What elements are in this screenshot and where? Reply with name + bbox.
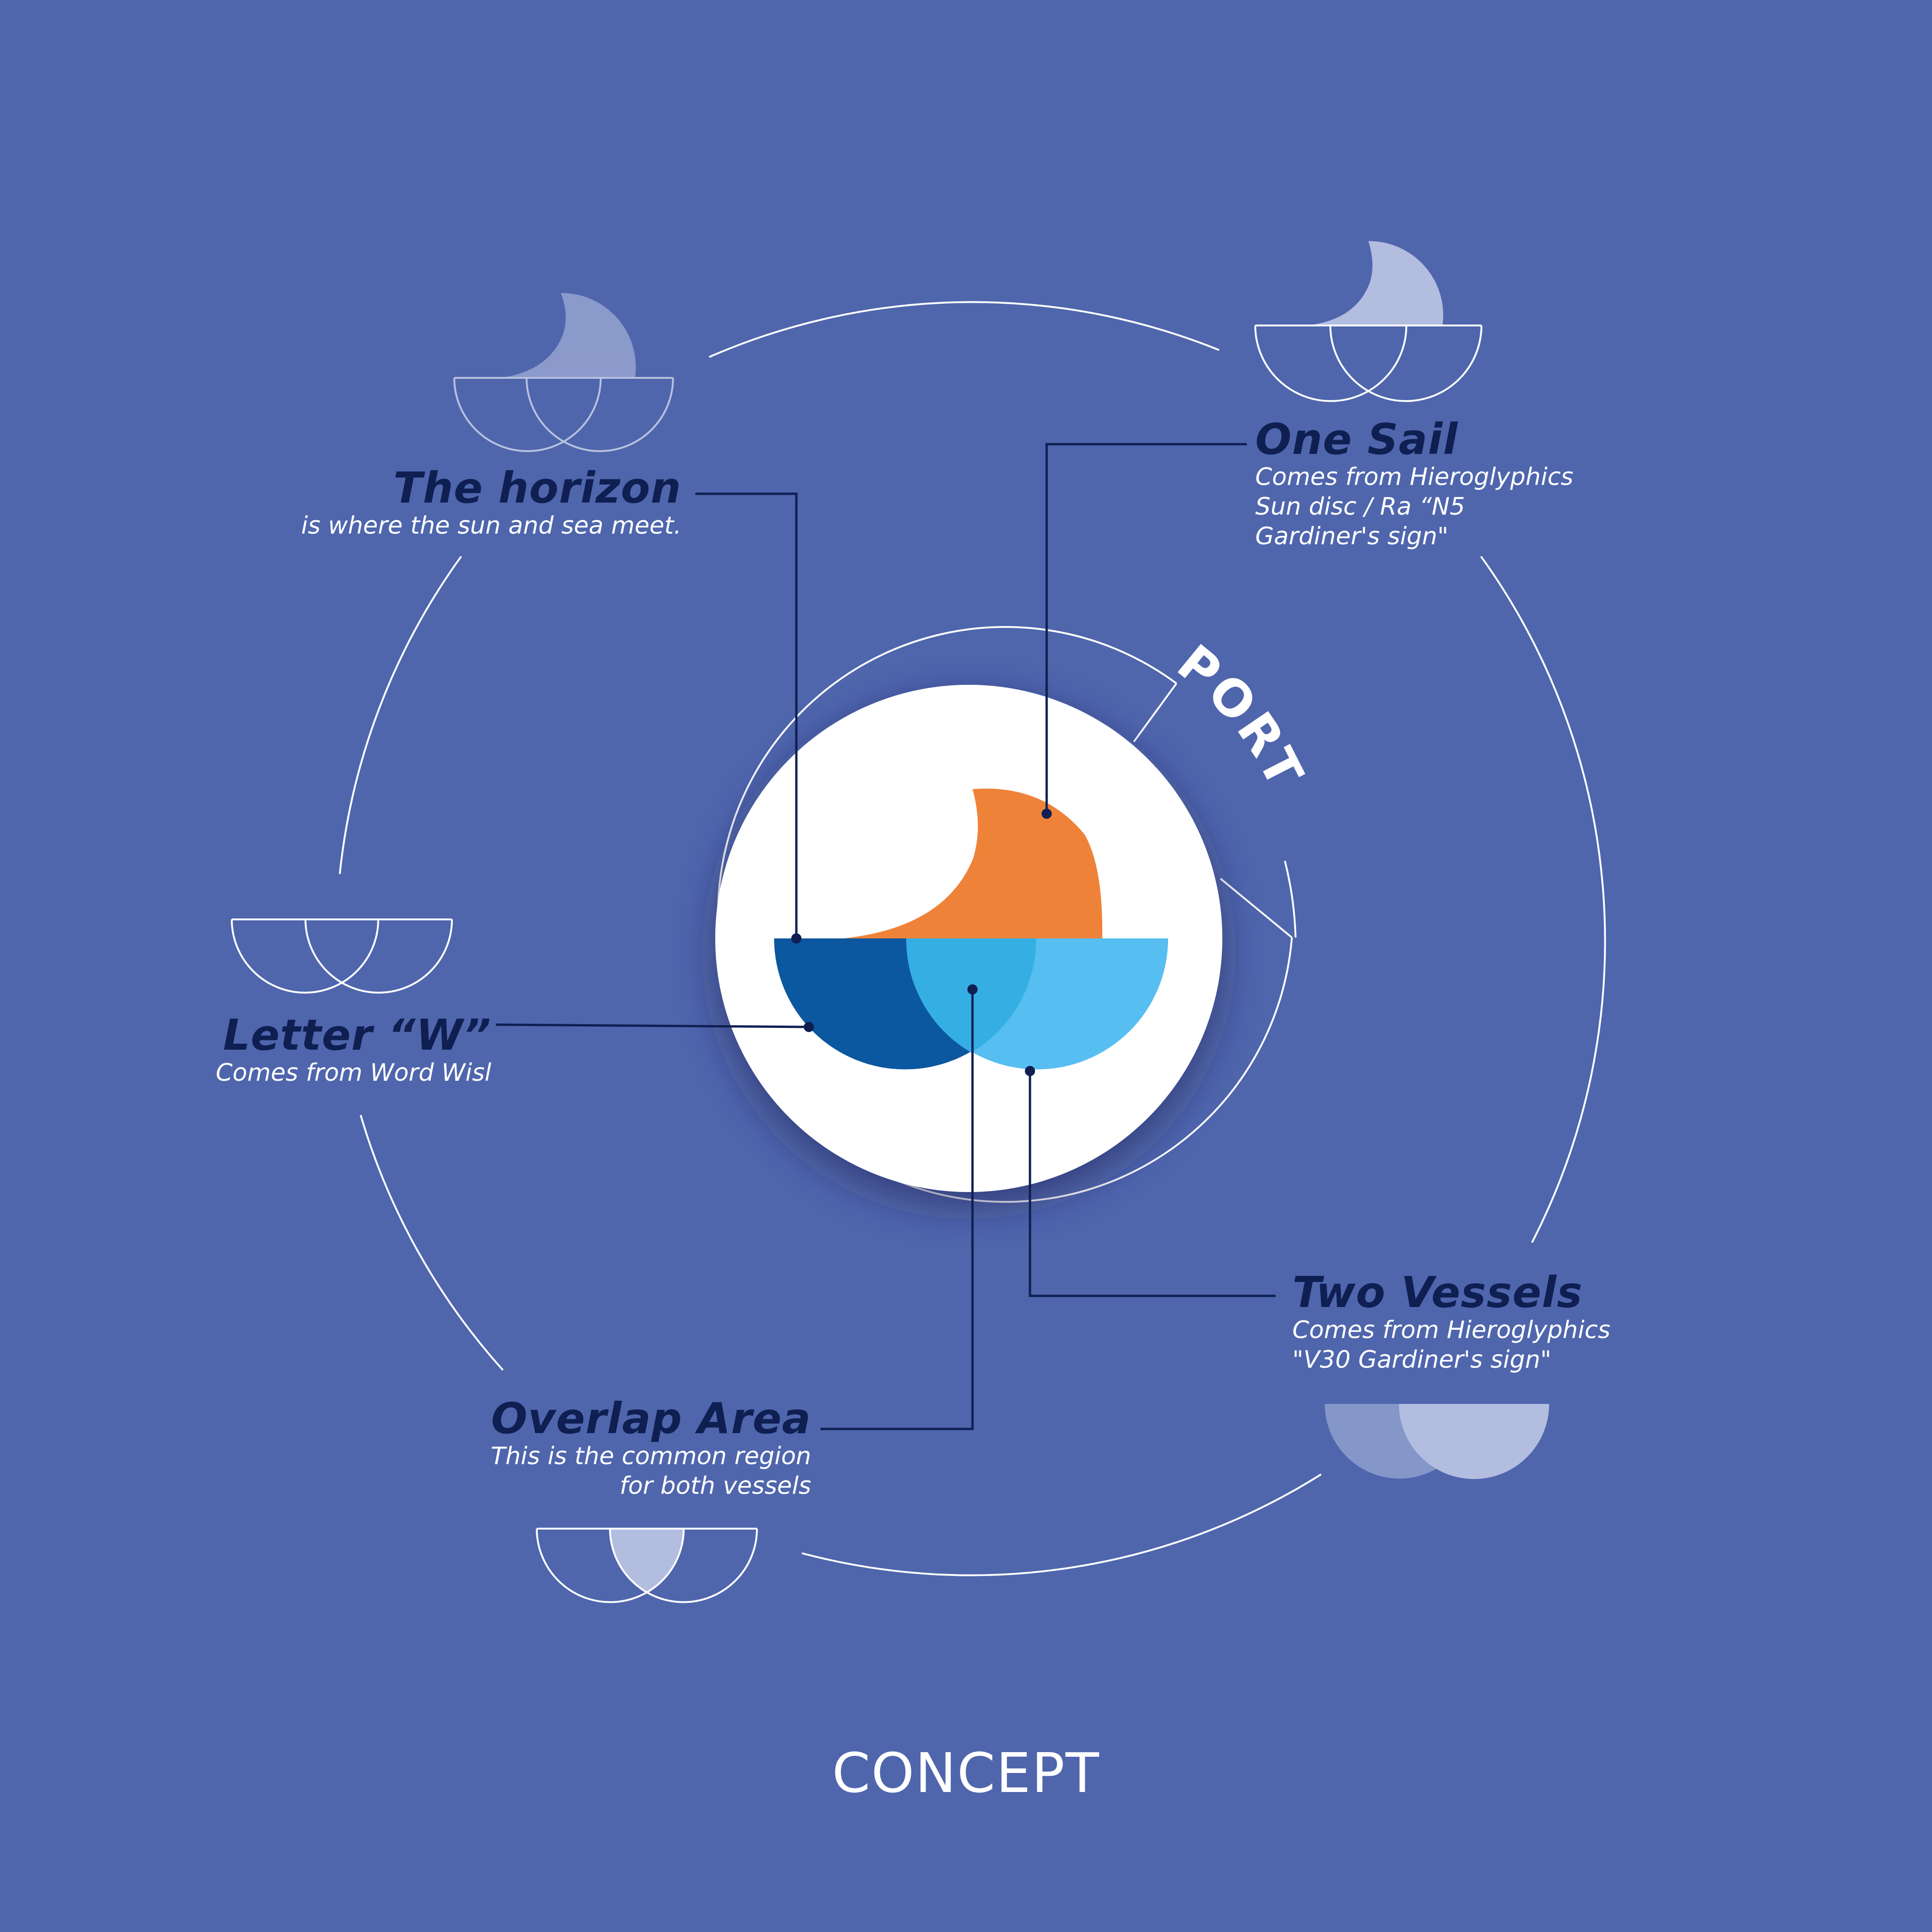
vessel-overlap [906, 938, 1036, 1052]
callout-title: Letter “W” [223, 1010, 491, 1060]
two-vessels-icon [1325, 1404, 1549, 1479]
callout-two-vessels: Two Vessels Comes from Hieroglyphics "V3… [1292, 1270, 1710, 1375]
callout-title: The horizon [393, 463, 681, 513]
orbit-arc-bottom-right [801, 1473, 1322, 1576]
connector-horizon [695, 492, 798, 938]
callout-desc-line: is where the sun and sea meet. [301, 511, 681, 540]
connector-letter-w [496, 1023, 809, 1028]
callout-desc-line: Comes from Hieroglyphics [1292, 1316, 1611, 1344]
callout-desc-line: Gardiner's sign" [1255, 522, 1449, 550]
footer-title: CONCEPT [832, 1741, 1100, 1805]
callout-one-sail: One Sail Comes from Hieroglyphics Sun di… [1255, 417, 1672, 551]
ring-label-port: PORT [1167, 634, 1315, 799]
overlap-area-icon [536, 1528, 758, 1603]
orbit-arc-bottom-left [360, 1115, 504, 1371]
callout-horizon: The horizon is where the sun and sea mee… [260, 463, 681, 541]
outer-orbit-ring [339, 301, 1606, 1576]
callout-desc-line: Sun disc / Ra “N5 [1255, 492, 1465, 521]
callout-desc-line: Comes from Hieroglyphics [1255, 463, 1574, 491]
connector-overlap [820, 989, 974, 1430]
connectors [496, 443, 1276, 1430]
sail-icon [1254, 241, 1482, 402]
orbit-arc-right [1480, 555, 1606, 1243]
callout-desc-line: This is the common region [490, 1442, 811, 1470]
callout-overlap-area: Overlap Area This is the common region f… [454, 1396, 811, 1501]
callout-title: Overlap Area [491, 1394, 811, 1443]
connector-sail [1045, 443, 1247, 814]
orbit-arc-left [339, 555, 462, 874]
orbit-arc-top [709, 301, 1220, 358]
callout-title: One Sail [1255, 414, 1458, 464]
sun-sail [844, 788, 1103, 938]
callout-desc-line: Comes from Word Wisl [216, 1058, 491, 1087]
callout-letter-w: Letter “W” Comes from Word Wisl [176, 1013, 491, 1088]
letter-w-icon [231, 918, 453, 994]
connector-vessels [1029, 1071, 1276, 1297]
connector-dots [791, 809, 1052, 1076]
callout-desc-line: for both vessels [619, 1472, 811, 1500]
horizon-icon [453, 293, 674, 452]
callout-desc-line: "V30 Gardiner's sign" [1292, 1345, 1551, 1374]
callout-title: Two Vessels [1292, 1268, 1583, 1317]
